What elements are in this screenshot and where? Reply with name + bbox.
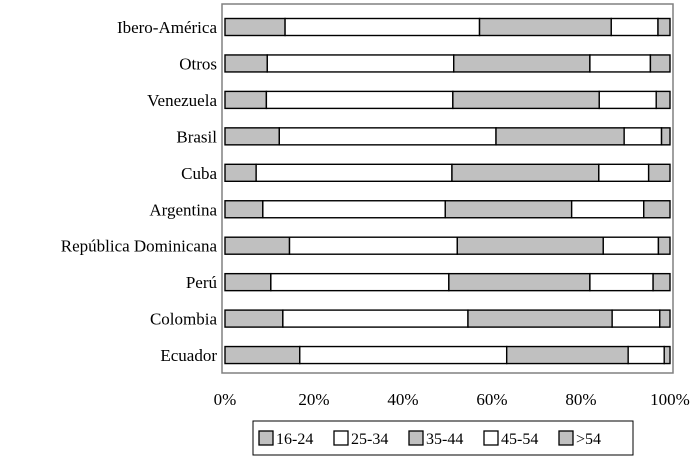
bar-segment-5-3 xyxy=(570,200,645,219)
bar-segment-6-3 xyxy=(602,236,660,255)
x-tick-label: 0% xyxy=(214,390,237,409)
x-tick-label: 60% xyxy=(476,390,507,409)
bar-segment-3-4 xyxy=(660,127,671,146)
bar-segment-2-2 xyxy=(452,90,600,110)
category-label: Brasil xyxy=(176,127,217,146)
legend-swatch xyxy=(558,430,574,446)
bar-segment-1-1 xyxy=(266,54,455,73)
bar-segment-6-0 xyxy=(224,236,291,255)
bar-segment-9-1 xyxy=(299,345,508,365)
plot-area-frame xyxy=(221,3,674,374)
bar-segment-2-3 xyxy=(598,90,657,110)
bar-segment-5-0 xyxy=(224,200,264,219)
bar-segment-1-0 xyxy=(224,54,268,73)
bar-segment-8-1 xyxy=(282,309,469,328)
bar-segment-8-0 xyxy=(224,309,284,328)
category-label: Argentina xyxy=(149,200,217,219)
x-tick-label: 100% xyxy=(650,390,690,409)
bar-segment-3-1 xyxy=(278,127,497,146)
legend-label: 35-44 xyxy=(426,431,463,448)
legend-label: >54 xyxy=(576,431,601,448)
legend-swatch xyxy=(333,430,349,446)
bar-segment-0-4 xyxy=(657,17,671,37)
bar-segment-9-3 xyxy=(627,345,665,365)
category-label: Perú xyxy=(186,273,218,292)
bar-segment-3-0 xyxy=(224,127,280,146)
bar-segment-4-0 xyxy=(224,163,257,183)
category-label: Colombia xyxy=(150,310,218,329)
bar-segment-0-0 xyxy=(224,17,286,37)
bar-segment-4-3 xyxy=(598,163,650,183)
x-tick-label: 40% xyxy=(387,390,418,409)
category-label: Ibero-América xyxy=(117,18,218,37)
x-tick-label: 20% xyxy=(298,390,329,409)
bars-layer xyxy=(224,17,671,365)
legend-swatch xyxy=(483,430,499,446)
x-tick-label: 80% xyxy=(565,390,596,409)
bar-segment-9-2 xyxy=(505,345,629,365)
legend-label: 45-54 xyxy=(501,431,538,448)
bar-segment-4-1 xyxy=(255,163,453,183)
legend-swatch xyxy=(258,430,274,446)
bar-segment-7-2 xyxy=(448,272,591,292)
bar-segment-2-1 xyxy=(265,90,454,110)
bar-segment-8-3 xyxy=(611,309,661,328)
bar-segment-2-0 xyxy=(224,90,268,110)
bar-segment-5-4 xyxy=(643,200,671,219)
bar-segment-6-2 xyxy=(456,236,604,255)
bar-segment-7-3 xyxy=(589,272,654,292)
legend-swatch xyxy=(408,430,424,446)
bar-segment-7-0 xyxy=(224,272,272,292)
x-axis-ticks: 0% 20% 40% 60% 80% 100% xyxy=(214,390,690,409)
bar-segment-5-1 xyxy=(262,200,446,219)
bar-segment-6-4 xyxy=(657,236,671,255)
bar-segment-8-4 xyxy=(659,309,671,328)
bar-segment-7-1 xyxy=(270,272,450,292)
bar-segment-0-3 xyxy=(610,17,659,37)
bar-segment-1-4 xyxy=(649,54,671,73)
category-label: Otros xyxy=(179,54,217,73)
legend: 16-24 25-34 35-44 45-54 >54 xyxy=(252,420,634,456)
legend-label: 16-24 xyxy=(276,431,313,448)
bar-segment-5-2 xyxy=(444,200,573,219)
bar-segment-0-2 xyxy=(478,17,612,37)
category-label: Cuba xyxy=(181,164,217,183)
bar-segment-4-2 xyxy=(451,163,600,183)
bar-segment-6-1 xyxy=(288,236,458,255)
bar-segment-4-4 xyxy=(647,163,671,183)
bar-segment-1-3 xyxy=(589,54,652,73)
bar-segment-7-4 xyxy=(652,272,671,292)
category-label: República Dominicana xyxy=(61,237,218,256)
category-label: Ecuador xyxy=(160,346,217,365)
bar-segment-9-0 xyxy=(224,345,301,365)
bar-segment-2-4 xyxy=(655,90,671,110)
category-labels: Ibero-América Otros Venezuela Brasil Cuba Arg… xyxy=(61,18,218,365)
bar-segment-8-2 xyxy=(467,309,613,328)
bar-segment-1-2 xyxy=(453,54,591,73)
bar-segment-3-2 xyxy=(495,127,625,146)
category-label: Venezuela xyxy=(147,91,217,110)
bar-segment-3-3 xyxy=(623,127,663,146)
bar-segment-9-4 xyxy=(663,345,671,365)
legend-label: 25-34 xyxy=(351,431,388,448)
bar-segment-0-1 xyxy=(284,17,481,37)
